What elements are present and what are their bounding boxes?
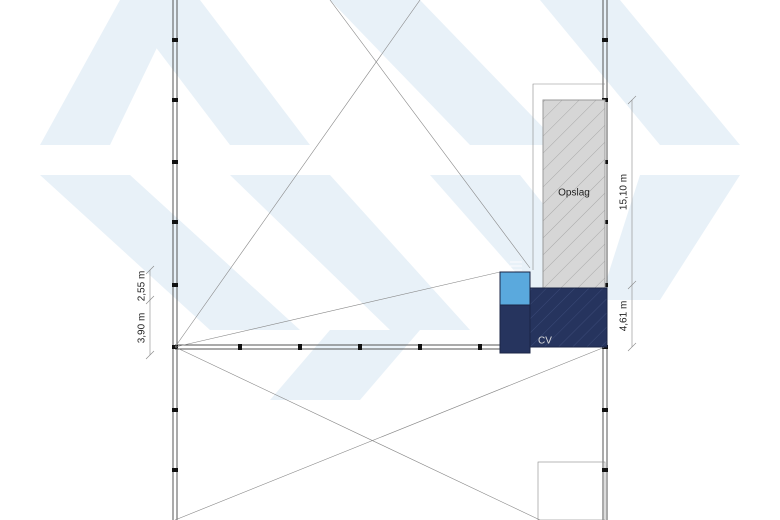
closet (499, 304, 531, 354)
dimensions: 15,10 m 4,61 m 2,55 m 3,90 m (137, 95, 637, 360)
cv-room (529, 287, 608, 348)
stair-box (499, 271, 531, 306)
stairs (510, 261, 522, 271)
dimension-label: 15,10 m (619, 174, 630, 210)
dimension-label: 2,55 m (137, 271, 148, 302)
room-label: CV (538, 336, 552, 347)
walls (172, 0, 608, 520)
watermark (40, 0, 740, 400)
room-label: Opslag (558, 188, 590, 199)
diagonals (174, 0, 606, 520)
dimension-label: 3,90 m (137, 313, 148, 344)
dimension-label: 4,61 m (619, 301, 630, 332)
rooms: Opslag CV (499, 99, 608, 354)
